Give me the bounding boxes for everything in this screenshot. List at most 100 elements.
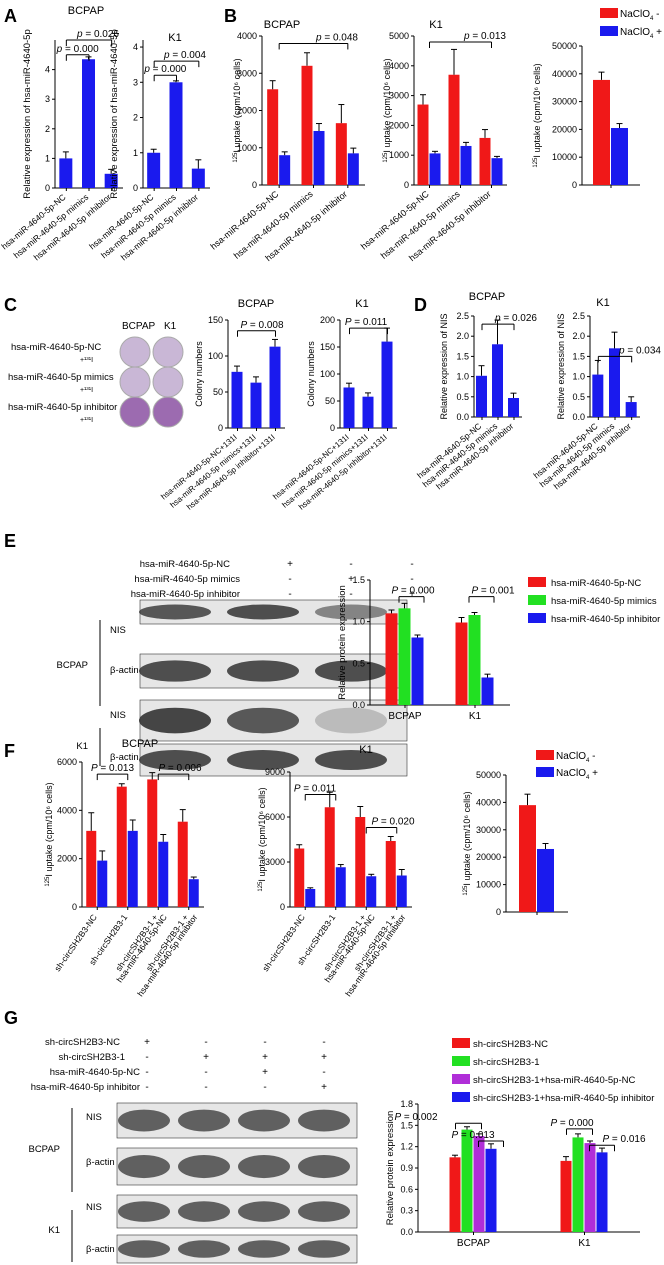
y-tick-label: 100 — [208, 351, 223, 361]
chart-title: K1 — [429, 19, 442, 31]
treatment-sign: - — [204, 1067, 207, 1078]
bar — [191, 168, 205, 188]
blot-band — [238, 1201, 290, 1222]
y-tick-label: 4 — [133, 42, 138, 52]
p-value-annotation: P = 0.000 — [550, 1118, 594, 1129]
bar — [362, 396, 374, 428]
blot-band — [298, 1201, 350, 1222]
p-value-annotation: P = 0.016 — [602, 1134, 646, 1145]
bar — [343, 387, 355, 428]
chart-title: K1 — [168, 32, 181, 44]
p-value-annotation: p = 0.000 — [56, 44, 99, 55]
bar — [411, 637, 424, 705]
y-tick-label: 1.8 — [400, 1099, 413, 1109]
treatment-sign: - — [204, 1037, 207, 1048]
culture-dish — [152, 336, 184, 368]
y-tick-label: 50000 — [476, 770, 501, 780]
y-tick-label: 4 — [45, 65, 50, 75]
bar — [188, 879, 199, 907]
bar — [491, 158, 503, 185]
y-tick-label: 3 — [45, 94, 50, 104]
bar — [279, 155, 291, 185]
blot-band — [315, 707, 387, 734]
legend-label: NaClO4 - — [620, 9, 659, 22]
blot-band-label: NIS — [86, 1112, 102, 1123]
y-tick-label: 10000 — [552, 152, 577, 162]
bar — [269, 346, 281, 428]
blot-band — [298, 1240, 350, 1258]
x-tick-label: hsa-miR-4640-5p mimics — [537, 421, 616, 489]
x-tick-label: hsa-miR-4640-5p mimics+131I — [280, 433, 369, 510]
panel-letter-c: C — [4, 295, 17, 315]
legend-swatch — [600, 8, 618, 18]
treatment-sign: + — [262, 1052, 268, 1063]
p-value-annotation: P = 0.008 — [240, 320, 284, 331]
bar — [611, 128, 628, 185]
blot-band — [139, 750, 211, 770]
legend-swatch — [452, 1038, 470, 1048]
x-tick-label: K1 — [469, 711, 482, 722]
blot-band — [178, 1109, 230, 1132]
treatment-sign: - — [322, 1037, 325, 1048]
blot-band — [118, 1109, 170, 1132]
y-tick-label: 4000 — [237, 31, 257, 41]
treatment-sign: + — [287, 559, 293, 570]
bar — [417, 104, 429, 185]
p-value-annotation: p = 0.000 — [143, 64, 186, 75]
blot-band — [178, 1154, 230, 1179]
blot-band — [238, 1109, 290, 1132]
y-tick-label: 4000 — [389, 61, 409, 71]
blot-band — [118, 1201, 170, 1222]
treatment-sign: - — [322, 1067, 325, 1078]
y-tick-label: 30000 — [552, 97, 577, 107]
y-tick-label: 3000 — [389, 91, 409, 101]
y-tick-label: 2 — [45, 124, 50, 134]
legend-swatch — [536, 767, 554, 777]
y-tick-label: 3 — [133, 77, 138, 87]
bar — [347, 153, 359, 185]
y-axis-label: Colony numbers — [306, 341, 316, 407]
bar — [396, 875, 407, 907]
bar — [301, 65, 313, 185]
treatment-sign: - — [263, 1037, 266, 1048]
bar — [492, 344, 503, 417]
bar — [609, 348, 620, 417]
legend-swatch — [536, 750, 554, 760]
blot-band — [227, 750, 299, 770]
chart-title: K1 — [596, 297, 609, 309]
y-tick-label: 1.0 — [456, 372, 469, 382]
p-value-annotation: P = 0.006 — [158, 763, 202, 774]
bar — [537, 848, 554, 912]
legend-label: NaClO4 + — [620, 27, 662, 40]
treatment-sign: - — [288, 589, 291, 600]
legend-label: NaClO4 - — [556, 751, 595, 764]
treatment-sign: - — [349, 559, 352, 570]
blot-band-label: NIS — [110, 710, 126, 721]
y-tick-label: 200 — [320, 315, 335, 325]
blot-band — [298, 1154, 350, 1179]
bar — [86, 830, 97, 907]
y-tick-label: 0.0 — [400, 1227, 413, 1237]
bar — [455, 622, 468, 705]
y-tick-label: 1000 — [389, 150, 409, 160]
y-tick-label: 50000 — [552, 41, 577, 51]
y-tick-label: 0 — [45, 183, 50, 193]
p-value-annotation: p = 0.034 — [618, 345, 661, 356]
y-tick-label: 6000 — [265, 812, 285, 822]
bar — [324, 807, 335, 907]
treatment-sign: - — [145, 1067, 148, 1078]
y-tick-label: 20000 — [476, 852, 501, 862]
y-tick-label: 0.5 — [352, 658, 365, 668]
blot-cell-line-label: K1 — [76, 741, 88, 752]
y-axis-label: Relative protein expression — [337, 585, 348, 700]
treatment-sign: + — [348, 574, 354, 585]
blot-band — [139, 604, 211, 620]
x-tick-label: hsa-miR-4640-5p mimics+131I — [168, 433, 257, 510]
dish-row-label-iodine: +¹³¹I — [80, 387, 93, 394]
blot-band — [315, 750, 387, 770]
bar — [448, 74, 460, 185]
legend-label: hsa-miR-4640-5p-NC — [551, 578, 641, 589]
panel-letter-a: A — [4, 6, 17, 26]
blot-band-label: β-actin — [86, 1244, 115, 1255]
